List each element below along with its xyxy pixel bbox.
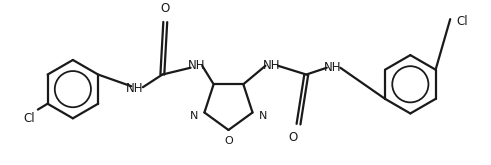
- Text: NH: NH: [324, 61, 341, 74]
- Text: NH: NH: [188, 59, 205, 72]
- Text: O: O: [224, 136, 233, 146]
- Text: N: N: [259, 111, 268, 121]
- Text: Cl: Cl: [456, 15, 468, 28]
- Text: O: O: [288, 131, 297, 144]
- Text: O: O: [161, 2, 170, 15]
- Text: NH: NH: [126, 82, 144, 95]
- Text: NH: NH: [263, 59, 280, 72]
- Text: Cl: Cl: [24, 113, 35, 126]
- Text: N: N: [190, 111, 198, 121]
